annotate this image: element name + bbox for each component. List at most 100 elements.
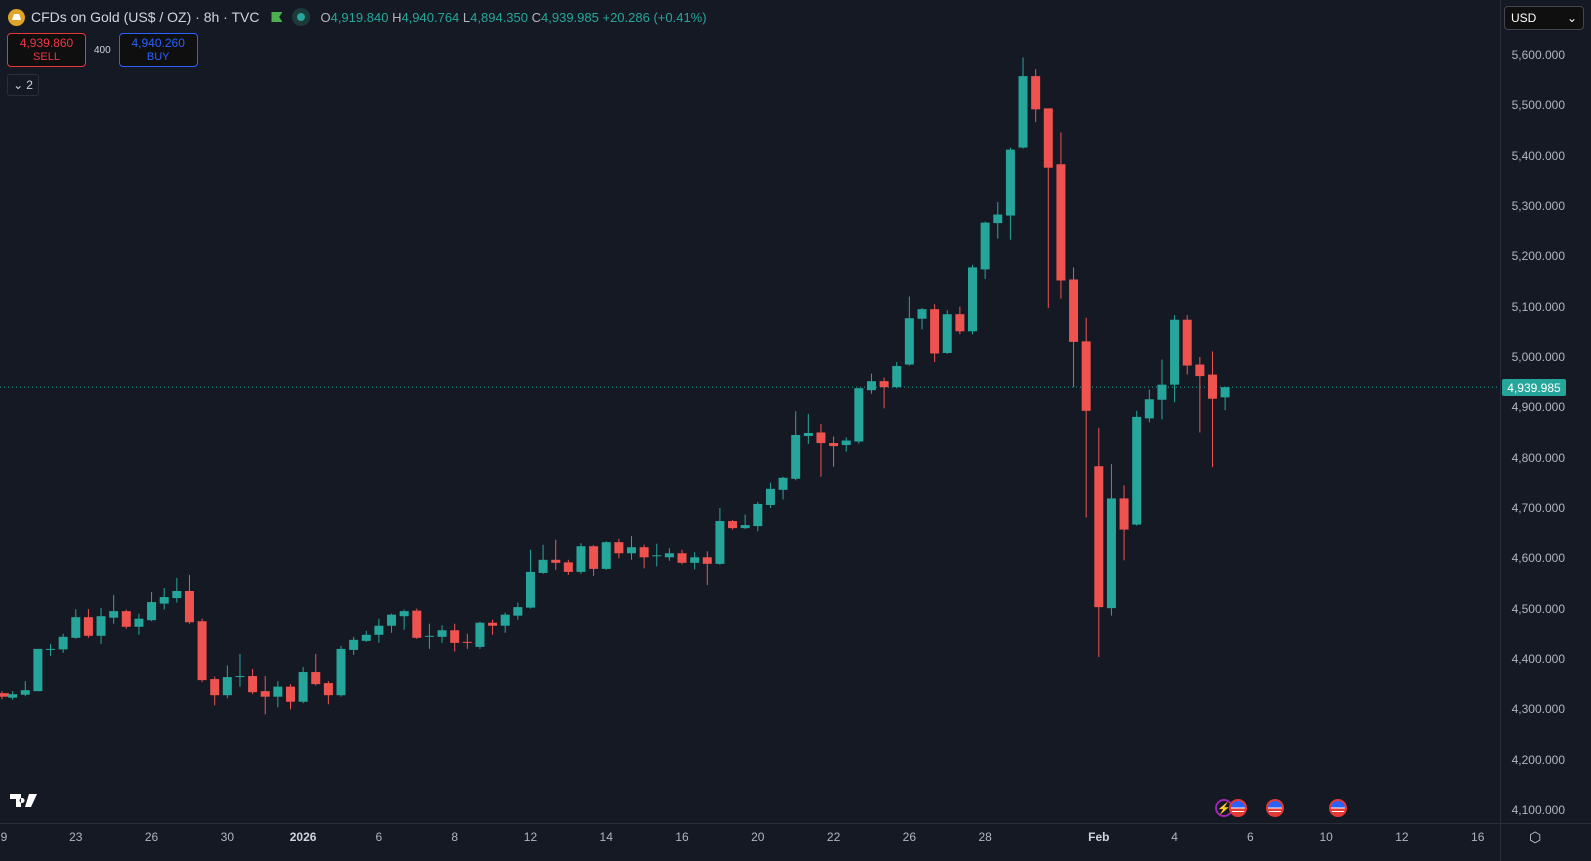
us-flag-event-icon[interactable]: [1329, 799, 1347, 817]
currency-select[interactable]: USD ⌄: [1504, 6, 1584, 30]
price-tick-label: 5,600.000: [1511, 48, 1565, 62]
candle-up: [980, 221, 990, 279]
time-tick-label: 26: [144, 830, 159, 844]
candle-down: [285, 684, 295, 710]
candle-body: [728, 521, 738, 529]
time-tick-label: 6: [1247, 830, 1254, 844]
candle-body: [488, 622, 498, 626]
candle-body: [83, 617, 93, 636]
candle-down: [184, 574, 194, 624]
candle-down: [702, 551, 712, 585]
time-tick-label: Feb: [1088, 830, 1110, 844]
time-tick-label: 22: [826, 830, 841, 844]
sell-button[interactable]: 4,939.860 SELL: [7, 33, 86, 67]
price-tick-label: 4,100.000: [1511, 802, 1565, 817]
price-axis[interactable]: 5,600.000 5,500.000 5,400.000 5,300.000 5,20…: [1500, 0, 1591, 823]
candle-up: [942, 310, 952, 354]
candle-body: [121, 611, 131, 627]
candle-down: [311, 653, 321, 686]
candle-body: [740, 525, 750, 529]
candle-body: [1043, 108, 1053, 168]
candle-body: [71, 617, 81, 638]
settings-icon[interactable]: ⬡: [1529, 829, 1542, 845]
candle-body: [172, 591, 182, 599]
price-tick-label: 5,200.000: [1511, 249, 1565, 264]
open-value: 4,919.840: [330, 9, 389, 25]
candle-up: [46, 643, 56, 656]
tradingview-logo[interactable]: [10, 793, 42, 809]
candle-down: [412, 608, 422, 639]
us-flag-event-icon[interactable]: [1229, 799, 1247, 817]
candle-up: [968, 264, 978, 335]
close-value: 4,939.985: [541, 9, 599, 25]
candle-up: [387, 613, 397, 633]
candle-up: [791, 411, 801, 481]
time-tick-label: 28: [978, 830, 992, 844]
candle-up: [1220, 386, 1230, 411]
candle-body: [791, 434, 801, 479]
candle-up: [803, 413, 813, 445]
candle-down: [1094, 427, 1104, 657]
buy-label: BUY: [146, 51, 170, 63]
candle-up: [500, 612, 510, 633]
spread-value: 400: [94, 44, 111, 56]
candle-up: [866, 373, 876, 394]
candle-body: [1018, 76, 1028, 148]
candle-down: [829, 436, 839, 467]
buy-price: 4,940.260: [131, 36, 185, 50]
candle-up: [134, 613, 144, 635]
candle-body: [1182, 319, 1192, 366]
candle-down: [1081, 317, 1091, 518]
time-tick-label: 2026: [289, 830, 317, 844]
candle-body: [513, 607, 523, 616]
candle-up: [841, 437, 851, 452]
candle-body: [1207, 374, 1217, 399]
flag-icon[interactable]: [271, 12, 283, 22]
price-tick-label: 4,200.000: [1511, 752, 1565, 767]
candle-up: [1170, 315, 1180, 403]
time-tick-label: 16: [1471, 830, 1485, 844]
sell-label: SELL: [33, 51, 60, 63]
candle-body: [765, 488, 775, 505]
candle-up: [917, 308, 927, 330]
candle-down: [1207, 351, 1217, 468]
chevron-down-icon: ⌄: [1566, 11, 1577, 25]
candle-up: [8, 691, 18, 700]
time-tick-label: 26: [902, 830, 917, 844]
price-tick-label: 5,300.000: [1511, 198, 1565, 213]
candle-body: [854, 388, 864, 442]
time-axis[interactable]: 9 23 26 30 2026 6 8 12 14 16 20 22 26 28 Feb 4 6 10 12 16: [0, 823, 1500, 861]
chevron-down-icon: ⌄: [13, 78, 24, 92]
market-status-icon[interactable]: [292, 8, 311, 26]
time-tick-label: 14: [599, 830, 613, 844]
indicators-toggle-button[interactable]: ⌄ 2: [7, 74, 39, 96]
candle-up: [349, 636, 359, 655]
candle-up: [513, 602, 523, 620]
candle-up: [1106, 464, 1116, 616]
candle-up: [1005, 147, 1015, 240]
candle-down: [677, 549, 687, 565]
candle-body: [829, 443, 839, 447]
buy-button[interactable]: 4,940.260 BUY: [118, 33, 198, 67]
candle-body: [248, 676, 258, 693]
chart-plot-area[interactable]: [0, 0, 1500, 823]
candle-body: [1220, 387, 1230, 398]
candle-body: [8, 694, 18, 698]
candle-down: [1056, 132, 1066, 299]
candle-body: [601, 542, 611, 569]
candle-up: [753, 501, 763, 532]
candle-body: [955, 314, 965, 332]
trade-panel: 4,939.860 SELL 400 4,940.260 BUY: [7, 33, 198, 67]
candle-body: [677, 553, 687, 563]
us-flag-event-icon[interactable]: [1266, 799, 1284, 817]
candle-down: [248, 669, 258, 695]
candle-body: [197, 621, 207, 681]
candle-body: [147, 602, 157, 621]
price-tick-label: 5,000.000: [1511, 349, 1565, 364]
candle-up: [576, 543, 586, 574]
sell-price: 4,939.860: [19, 36, 74, 50]
symbol-title[interactable]: CFDs on Gold (US$ / OZ) · 8h · TVC: [31, 9, 260, 25]
time-tick-label: 16: [675, 830, 689, 844]
low-value: 4,894.350: [470, 9, 528, 25]
candle-body: [374, 625, 384, 635]
